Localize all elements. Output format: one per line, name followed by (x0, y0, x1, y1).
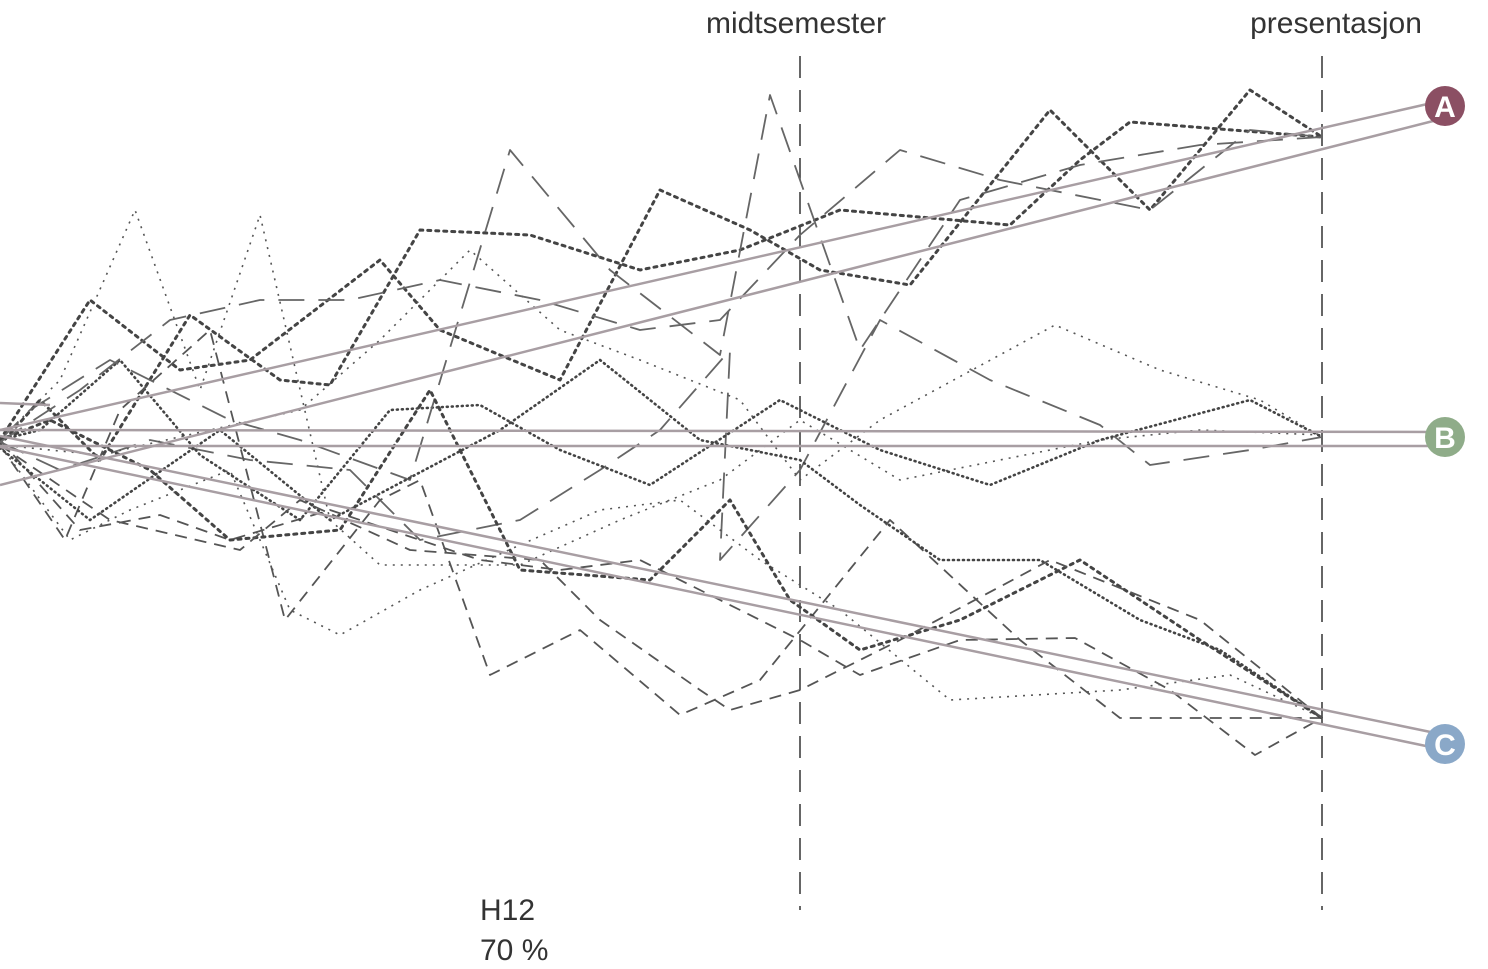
trajectory-trace (0, 388, 1324, 720)
trajectory-trace (0, 209, 1323, 566)
guide-a-lower (0, 116, 1446, 487)
trajectory-trace (0, 88, 1324, 442)
outcome-a-letter: A (1434, 91, 1456, 124)
outcome-badge-a: A (1425, 86, 1465, 126)
trajectory-trace (0, 439, 1323, 756)
semester-label: H12 (480, 894, 535, 927)
outcome-a-circle (1425, 86, 1465, 126)
trajectory-trace (0, 94, 1323, 481)
guide-b-upper (0, 428, 1446, 434)
outcome-c-circle (1425, 724, 1465, 764)
guide-left-a (0, 401, 51, 407)
outcome-b-letter: B (1434, 422, 1456, 455)
guide-c-lower (0, 445, 1446, 752)
trajectory-trace (0, 249, 1323, 481)
guide-a-upper (0, 98, 1446, 432)
outcome-badge-b: B (1425, 417, 1465, 457)
trajectory-trace (0, 444, 1323, 719)
trajectory-trace (0, 329, 1322, 719)
outcome-guides (0, 98, 1446, 752)
midterm-label: midtsemester (706, 7, 886, 40)
outcome-c-letter: C (1434, 729, 1456, 762)
guide-c-upper (0, 434, 1446, 737)
presentation-label: presentasjon (1250, 7, 1422, 40)
trajectory-trace (0, 444, 1323, 719)
trajectory-trace (0, 129, 1323, 443)
trajectory-traces (0, 88, 1324, 756)
trajectory-trace (0, 120, 1324, 462)
trajectory-trace (0, 319, 1323, 561)
trajectory-trace (0, 358, 1324, 522)
outcome-b-circle (1425, 417, 1465, 457)
percent-label: 70 % (480, 934, 548, 967)
outcome-badge-c: C (1425, 724, 1465, 764)
